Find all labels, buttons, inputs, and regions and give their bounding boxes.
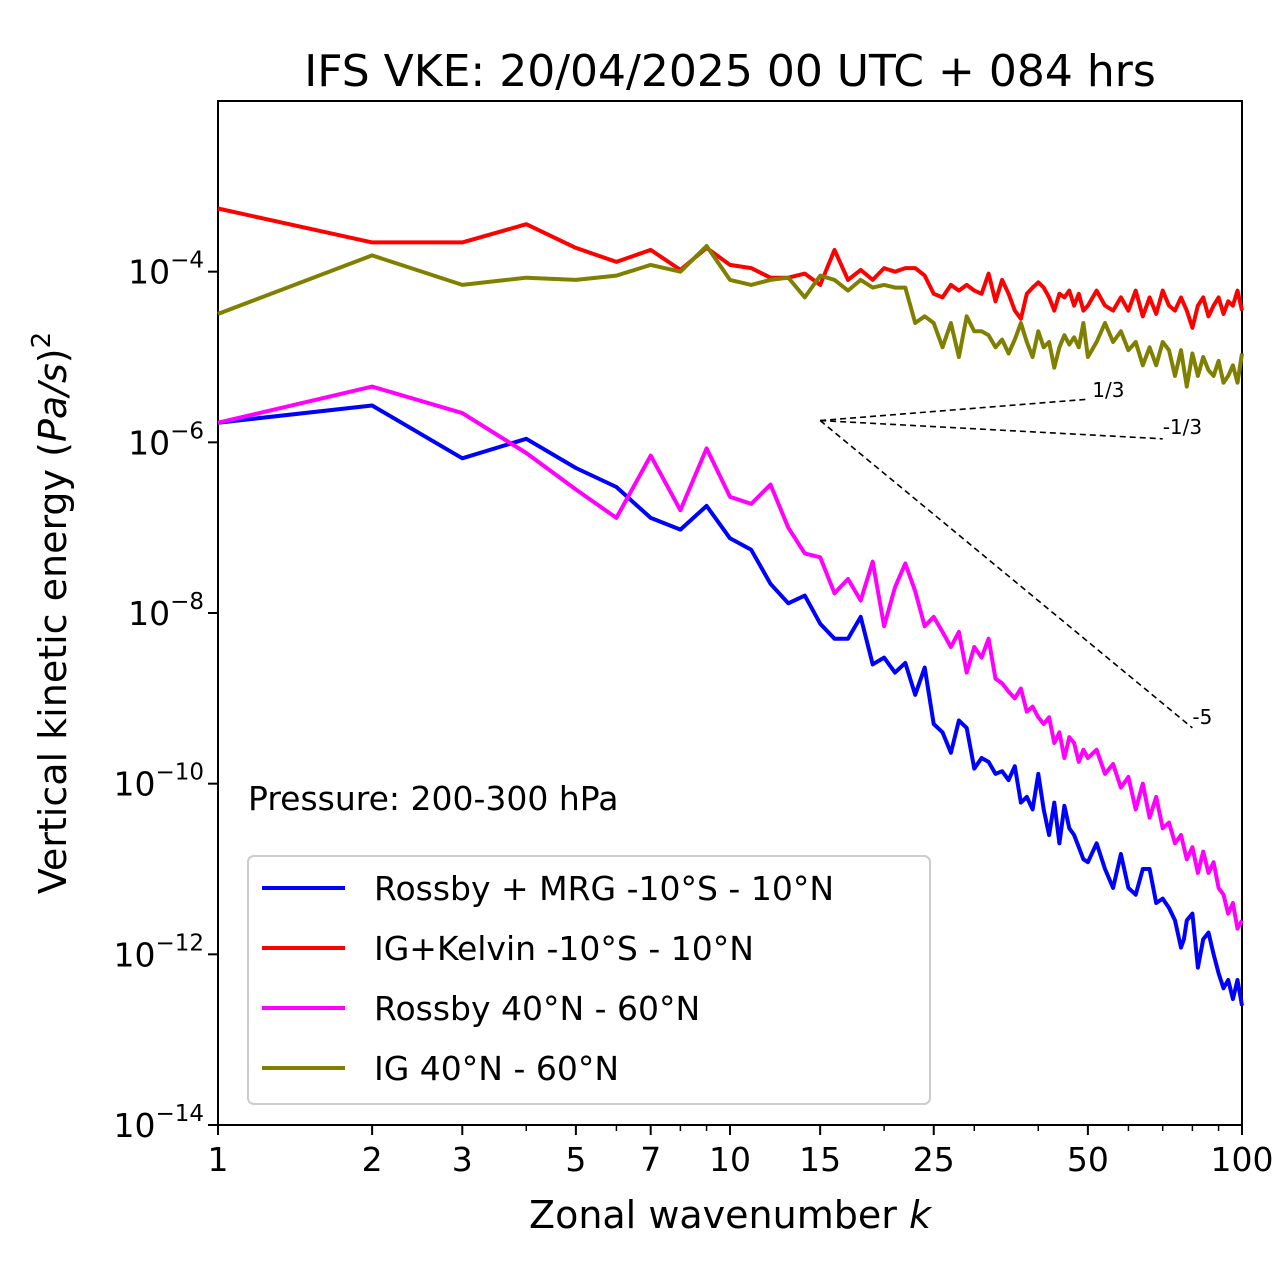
- legend-label-3: IG 40°N - 60°N: [374, 1049, 619, 1088]
- series-layer: [217, 206, 1244, 1007]
- x-axis-label-italic: k: [909, 1193, 933, 1237]
- y-tick-base: 10: [113, 765, 155, 804]
- reference-line-0: [820, 398, 1088, 422]
- x-tick-label: 7: [640, 1140, 661, 1179]
- y-tick-base: 10: [128, 594, 170, 633]
- legend: Rossby + MRG -10°S - 10°N IG+Kelvin -10°S…: [247, 855, 931, 1105]
- y-axis-label-italic: Pa/s: [31, 363, 75, 442]
- y-tick-exponent: −8: [170, 589, 204, 615]
- y-tick-label: 10−14: [113, 1101, 204, 1145]
- x-tick-label: 15: [799, 1140, 841, 1179]
- y-axis-label-sup: 2: [27, 332, 57, 349]
- y-tick-exponent: −10: [155, 760, 204, 786]
- x-tick-label: 3: [452, 1140, 473, 1179]
- y-tick-base: 10: [113, 935, 155, 974]
- y-axis-label-close: ): [31, 348, 75, 363]
- reference-lines: 1/3 -1/3 -5: [819, 378, 1212, 729]
- y-tick-base: 10: [128, 253, 170, 292]
- y-tick-base: 10: [113, 1106, 155, 1145]
- x-tick-label: 2: [362, 1140, 383, 1179]
- y-tick-label: 10−8: [128, 589, 204, 633]
- x-tick-label: 50: [1067, 1140, 1109, 1179]
- chart-title: IFS VKE: 20/04/2025 00 UTC + 084 hrs: [304, 46, 1156, 97]
- x-axis: 1 2 3 5 7 10 15 25 50 100: [208, 1125, 1274, 1179]
- y-tick-label: 10−10: [113, 760, 204, 804]
- legend-box: [247, 855, 931, 1105]
- x-axis-label: Zonal wavenumber k: [529, 1193, 933, 1237]
- series-line-0: [217, 403, 1244, 1007]
- y-tick-label: 10−12: [113, 930, 204, 974]
- y-axis-label: Vertical kinetic energy (Pa/s)2: [27, 332, 75, 894]
- x-axis-label-main: Zonal wavenumber: [529, 1193, 909, 1237]
- reference-line-2: [819, 419, 1193, 729]
- y-tick-exponent: −6: [170, 418, 204, 444]
- series-line-2: [217, 384, 1244, 931]
- x-tick-label: 25: [913, 1140, 955, 1179]
- y-axis-label-main: Vertical kinetic energy (: [31, 442, 75, 894]
- y-tick-label: 10−6: [128, 418, 204, 462]
- series-line-1: [217, 206, 1244, 330]
- x-tick-label: 1: [208, 1140, 229, 1179]
- pressure-annotation: Pressure: 200-300 hPa: [248, 779, 618, 818]
- legend-label-0: Rossby + MRG -10°S - 10°N: [374, 869, 834, 908]
- legend-label-2: Rossby 40°N - 60°N: [374, 989, 700, 1028]
- y-tick-exponent: −12: [155, 930, 204, 956]
- reference-label-2: -5: [1192, 705, 1212, 729]
- x-tick-label: 100: [1211, 1140, 1274, 1179]
- y-tick-exponent: −14: [155, 1101, 204, 1127]
- reference-line-1: [820, 419, 1163, 440]
- reference-label-1: -1/3: [1163, 415, 1202, 439]
- legend-label-1: IG+Kelvin -10°S - 10°N: [374, 929, 754, 968]
- reference-label-0: 1/3: [1092, 378, 1124, 402]
- x-tick-label: 5: [565, 1140, 586, 1179]
- y-tick-base: 10: [128, 423, 170, 462]
- series-line-3: [217, 244, 1244, 389]
- y-tick-label: 10−4: [128, 248, 204, 292]
- y-tick-exponent: −4: [170, 248, 204, 274]
- x-tick-label: 10: [709, 1140, 751, 1179]
